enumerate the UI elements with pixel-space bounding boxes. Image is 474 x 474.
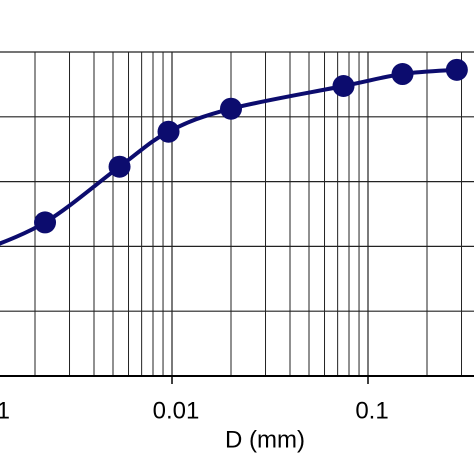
data-point: [34, 211, 57, 234]
x-tick-label: 0.1: [355, 397, 388, 424]
data-point: [445, 58, 468, 81]
data-point: [220, 97, 243, 120]
data-point: [108, 155, 131, 178]
x-axis-label: D (mm): [225, 426, 305, 453]
data-line: [0, 67, 458, 246]
x-tick-label: 0.01: [153, 397, 200, 424]
x-tick-label: 0.001: [0, 397, 10, 424]
data-point: [332, 75, 355, 98]
data-point: [391, 63, 414, 86]
data-point: [157, 120, 180, 143]
